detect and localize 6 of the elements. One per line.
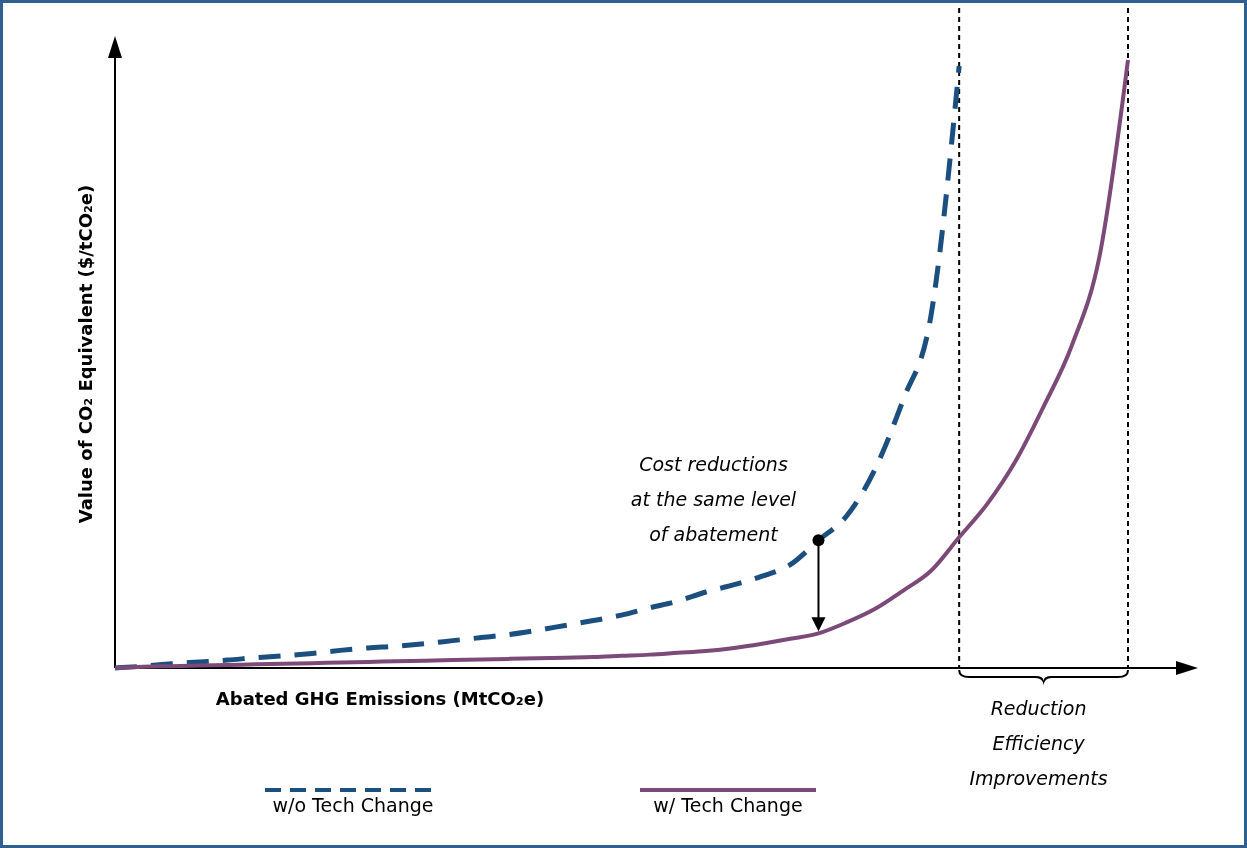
y-axis-title: Value of CO₂ Equivalent ($/tCO₂e) bbox=[75, 184, 96, 524]
legend-label: w/ Tech Change bbox=[653, 794, 803, 816]
x-axis-title: Abated GHG Emissions (MtCO₂e) bbox=[215, 688, 545, 709]
text: Reduction Efficiency Improvements bbox=[969, 697, 1108, 789]
annotation: Cost reductions at the same level of abatement bbox=[630, 453, 797, 545]
legend-label: w/o Tech Change bbox=[272, 794, 434, 816]
